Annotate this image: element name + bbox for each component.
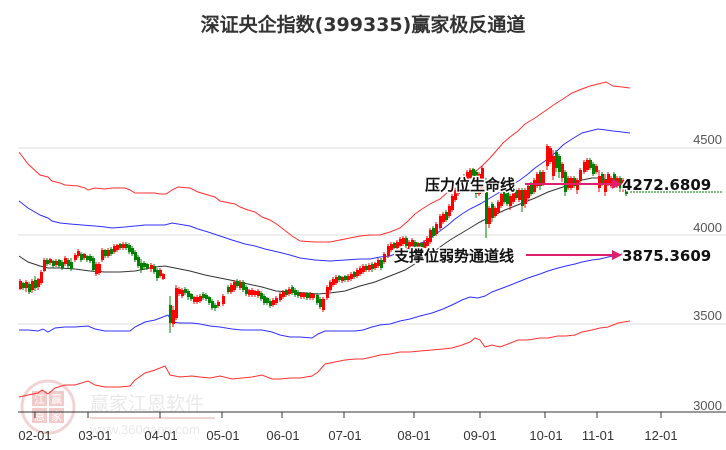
watermark-logo-char: 恩 — [34, 410, 45, 423]
inner-lower-band — [19, 251, 631, 339]
x-tick-label: 02-01 — [18, 428, 51, 443]
y-tick-4000: 4000 — [693, 220, 722, 235]
x-axis: 02-01 03-01 04-01 05-01 06-01 07-01 08-0… — [18, 411, 726, 443]
support-annotation: 支撑位弱势通道线 3875.3609 — [392, 246, 713, 267]
x-tick-label: 11-01 — [582, 428, 614, 443]
y-tick-3500: 3500 — [693, 308, 722, 323]
x-tick-label: 07-01 — [328, 428, 361, 443]
y-tick-4500: 4500 — [693, 132, 722, 147]
outer-upper-band — [18, 81, 631, 243]
arrow-right-icon — [612, 179, 622, 189]
arrow-right-icon — [612, 250, 622, 260]
chart-title: 深证央企指数(399335)赢家极反通道 — [200, 14, 526, 36]
x-tick-label: 09-01 — [463, 428, 496, 443]
y-axis: 4500 4000 3500 3000 — [693, 132, 722, 413]
x-tick-label: 06-01 — [266, 428, 299, 443]
x-tick-label: 04-01 — [144, 428, 177, 443]
x-tick-label: 03-01 — [78, 428, 111, 443]
x-tick-label: 10-01 — [529, 428, 562, 443]
x-tick-label: 08-01 — [397, 428, 430, 443]
x-tick-label: 05-01 — [206, 428, 239, 443]
resistance-value: 4272.6809 — [622, 176, 711, 194]
inner-upper-band — [18, 128, 631, 262]
gridlines — [18, 147, 726, 325]
x-tick-label: 12-01 — [644, 428, 677, 443]
watermark-logo-char: 赢 — [51, 392, 62, 406]
support-label: 支撑位弱势通道线 — [393, 247, 514, 265]
mid-life-line — [18, 177, 631, 295]
candlesticks — [19, 144, 628, 333]
y-tick-3000: 3000 — [693, 398, 722, 413]
watermark-logo-char: 家 — [51, 409, 62, 423]
outer-lower-band — [18, 320, 631, 398]
watermark-brand: 赢家江恩软件 — [90, 393, 204, 415]
resistance-label: 压力位生命线 — [425, 176, 515, 194]
watermark: 江 赢 恩 家 赢家江恩软件 www.360gann.com — [20, 379, 215, 437]
watermark-logo-char: 江 — [34, 393, 45, 406]
resistance-annotation: 压力位生命线 4272.6809 — [424, 175, 713, 196]
support-value: 3875.3609 — [622, 247, 711, 265]
watermark-url: www.360gann.com — [89, 422, 200, 437]
